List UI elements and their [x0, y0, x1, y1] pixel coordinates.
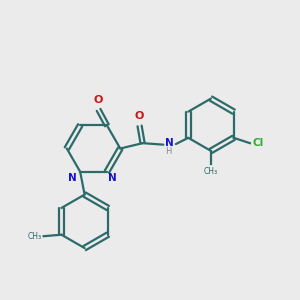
Text: N: N — [165, 139, 174, 148]
Text: H: H — [165, 147, 171, 156]
Text: CH₃: CH₃ — [28, 232, 42, 241]
Text: N: N — [108, 173, 117, 183]
Text: O: O — [94, 95, 103, 105]
Text: N: N — [68, 173, 77, 183]
Text: O: O — [135, 112, 144, 122]
Text: Cl: Cl — [252, 138, 264, 148]
Text: CH₃: CH₃ — [204, 167, 218, 176]
